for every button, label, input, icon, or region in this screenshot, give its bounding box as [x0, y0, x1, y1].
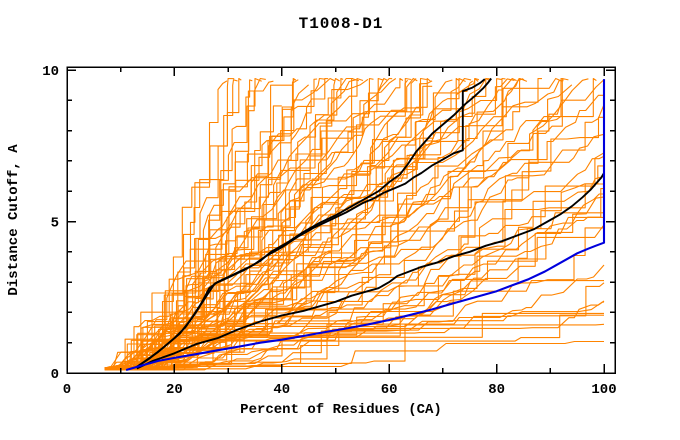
- axis-ticks: [66, 67, 615, 374]
- orange-curve: [104, 340, 604, 371]
- orange-curve: [126, 166, 605, 369]
- x-tick-label: 80: [488, 382, 505, 398]
- y-tick-label: 0: [51, 367, 59, 383]
- orange-curve: [109, 77, 404, 369]
- orange-curve: [126, 79, 564, 369]
- orange-curve: [120, 152, 605, 369]
- orange-curve: [110, 280, 604, 369]
- y-axis-label: Distance Cutoff, A: [6, 144, 22, 296]
- chart-title: T1008-D1: [299, 15, 384, 33]
- orange-curve: [142, 80, 228, 369]
- x-tick-label: 40: [273, 382, 290, 398]
- orange-curve: [110, 78, 515, 369]
- orange-curve: [115, 77, 364, 371]
- plot-border: [66, 66, 616, 374]
- tick-labels: 0 20 40 60 80 100 0 5 10: [42, 64, 616, 398]
- orange-curve: [109, 312, 604, 370]
- orange-curve: [104, 282, 605, 369]
- x-tick-label: 20: [166, 382, 183, 398]
- x-tick-label: 100: [591, 382, 616, 398]
- orange-curve: [115, 224, 605, 371]
- orange-curve: [115, 77, 335, 369]
- y-tick-label: 10: [42, 64, 59, 80]
- y-tick-label: 5: [51, 216, 59, 232]
- x-tick-label: 0: [63, 382, 71, 398]
- orange-curve: [131, 79, 238, 370]
- best-model-blue: [125, 79, 606, 372]
- black-curves: [136, 77, 605, 370]
- black-curve-2: [136, 78, 486, 368]
- orange-curve: [131, 77, 374, 370]
- orange-curve: [136, 84, 573, 370]
- blue-curve: [125, 79, 606, 372]
- orange-curve: [120, 77, 597, 370]
- black-curve-3: [136, 172, 605, 370]
- x-axis-label: Percent of Residues (CA): [240, 402, 442, 418]
- orange-curve: [115, 314, 604, 368]
- orange-curve: [115, 77, 528, 369]
- orange-curve: [120, 78, 524, 370]
- plot-frame: [66, 66, 616, 374]
- orange-curve: [131, 80, 474, 370]
- orange-curve: [120, 165, 604, 370]
- x-tick-label: 60: [381, 382, 398, 398]
- orange-curve: [120, 77, 388, 370]
